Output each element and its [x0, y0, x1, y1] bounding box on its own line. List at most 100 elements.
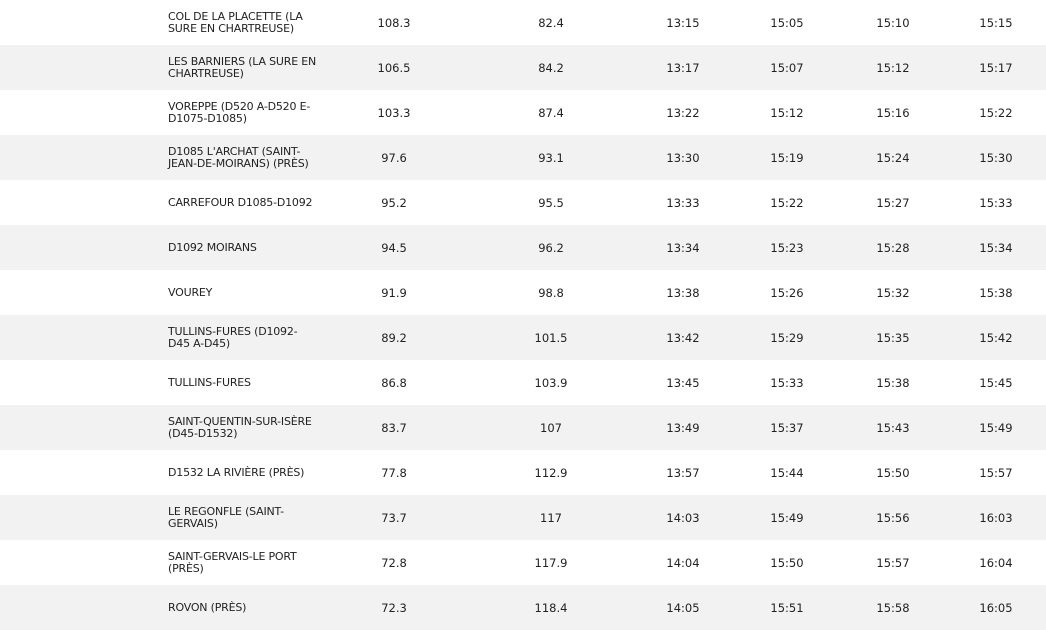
time-1: 13:49: [666, 420, 700, 435]
time-2: 15:49: [770, 510, 804, 525]
time-4: 15:49: [979, 420, 1013, 435]
distance-remaining: 93.1: [538, 150, 564, 165]
time-1: 13:30: [666, 150, 700, 165]
time-2: 15:19: [770, 150, 804, 165]
distance-remaining: 117.9: [534, 555, 568, 570]
table-row: VOREPPE (D520 A-D520 E-D1075-D1085) 103.3…: [0, 90, 1046, 135]
location-name: ROVON (PRÈS): [168, 600, 247, 614]
time-3: 15:57: [876, 555, 910, 570]
time-4: 15:33: [979, 195, 1013, 210]
time-4: 16:05: [979, 600, 1013, 615]
location-name: SAINT-GERVAIS-LE PORT (PRÈS): [168, 549, 297, 575]
time-1: 13:15: [666, 15, 700, 30]
time-4: 15:34: [979, 240, 1013, 255]
location-name: TULLINS-FURES (D1092-D45 A-D45): [168, 324, 298, 350]
time-2: 15:37: [770, 420, 804, 435]
distance-remaining: 87.4: [538, 105, 564, 120]
distance-done: 73.7: [381, 510, 407, 525]
location-name: LE REGONFLE (SAINT-GERVAIS): [168, 504, 284, 530]
time-1: 13:17: [666, 60, 700, 75]
distance-remaining: 82.4: [538, 15, 564, 30]
time-2: 15:22: [770, 195, 804, 210]
time-3: 15:56: [876, 510, 910, 525]
time-1: 14:05: [666, 600, 700, 615]
table-row: D1092 MOIRANS 94.5 96.2 13:34 15:23 15:28 15:3…: [0, 225, 1046, 270]
distance-done: 72.8: [381, 555, 407, 570]
time-3: 15:28: [876, 240, 910, 255]
time-2: 15:26: [770, 285, 804, 300]
time-3: 15:27: [876, 195, 910, 210]
table-row: LES BARNIERS (LA SURE EN CHARTREUSE) 106.…: [0, 45, 1046, 90]
time-3: 15:32: [876, 285, 910, 300]
table-row: SAINT-GERVAIS-LE PORT (PRÈS) 72.8 117.9 14:…: [0, 540, 1046, 585]
location-name: LES BARNIERS (LA SURE EN CHARTREUSE): [168, 54, 317, 80]
distance-done: 86.8: [381, 375, 407, 390]
distance-done: 106.5: [377, 60, 411, 75]
distance-done: 89.2: [381, 330, 407, 345]
time-3: 15:12: [876, 60, 910, 75]
table-row: SAINT-QUENTIN-SUR-ISÈRE (D45-D1532) 83.7 1…: [0, 405, 1046, 450]
location-name: D1085 L'ARCHAT (SAINT-JEAN-DE-MOIRANS) (…: [168, 144, 309, 170]
location-name: SAINT-QUENTIN-SUR-ISÈRE (D45-D1532): [168, 414, 312, 440]
time-1: 13:34: [666, 240, 700, 255]
distance-remaining: 118.4: [534, 600, 568, 615]
table-row: TULLINS-FURES 86.8 103.9 13:45 15:33 15:38 15:…: [0, 360, 1046, 405]
time-1: 13:45: [666, 375, 700, 390]
table-row: TULLINS-FURES (D1092-D45 A-D45) 89.2 101.5…: [0, 315, 1046, 360]
time-2: 15:29: [770, 330, 804, 345]
location-name: VOUREY: [168, 285, 213, 299]
distance-done: 95.2: [381, 195, 407, 210]
distance-done: 94.5: [381, 240, 407, 255]
time-2: 15:51: [770, 600, 804, 615]
time-3: 15:58: [876, 600, 910, 615]
location-name: COL DE LA PLACETTE (LA SURE EN CHARTREUS…: [168, 9, 303, 35]
table-row: VOUREY 91.9 98.8 13:38 15:26 15:32 15:38: [0, 270, 1046, 315]
time-4: 15:30: [979, 150, 1013, 165]
time-3: 15:24: [876, 150, 910, 165]
table-row: D1532 LA RIVIÈRE (PRÈS) 77.8 112.9 13:57 15:…: [0, 450, 1046, 495]
distance-remaining: 101.5: [534, 330, 568, 345]
time-4: 15:22: [979, 105, 1013, 120]
distance-remaining: 98.8: [538, 285, 564, 300]
time-3: 15:10: [876, 15, 910, 30]
location-name: TULLINS-FURES: [168, 375, 251, 389]
time-1: 13:42: [666, 330, 700, 345]
distance-done: 103.3: [377, 105, 411, 120]
time-3: 15:35: [876, 330, 910, 345]
table-row: CARREFOUR D1085-D1092 95.2 95.5 13:33 15:22 1…: [0, 180, 1046, 225]
distance-remaining: 112.9: [534, 465, 568, 480]
time-4: 15:15: [979, 15, 1013, 30]
time-2: 15:05: [770, 15, 804, 30]
distance-remaining: 117: [540, 510, 562, 525]
distance-remaining: 107: [540, 420, 562, 435]
time-1: 13:22: [666, 105, 700, 120]
time-4: 15:17: [979, 60, 1013, 75]
time-2: 15:50: [770, 555, 804, 570]
time-1: 13:38: [666, 285, 700, 300]
time-4: 15:38: [979, 285, 1013, 300]
time-2: 15:23: [770, 240, 804, 255]
distance-done: 77.8: [381, 465, 407, 480]
time-4: 16:04: [979, 555, 1013, 570]
distance-done: 83.7: [381, 420, 407, 435]
table-row: COL DE LA PLACETTE (LA SURE EN CHARTREUS…: [0, 0, 1046, 45]
location-name: D1092 MOIRANS: [168, 240, 257, 254]
time-2: 15:07: [770, 60, 804, 75]
time-3: 15:50: [876, 465, 910, 480]
location-name: CARREFOUR D1085-D1092: [168, 195, 313, 209]
time-3: 15:16: [876, 105, 910, 120]
distance-done: 72.3: [381, 600, 407, 615]
time-4: 15:45: [979, 375, 1013, 390]
time-1: 13:57: [666, 465, 700, 480]
time-2: 15:44: [770, 465, 804, 480]
time-1: 14:04: [666, 555, 700, 570]
time-3: 15:38: [876, 375, 910, 390]
distance-remaining: 95.5: [538, 195, 564, 210]
distance-done: 108.3: [377, 15, 411, 30]
distance-remaining: 96.2: [538, 240, 564, 255]
time-1: 14:03: [666, 510, 700, 525]
table-row: ROVON (PRÈS) 72.3 118.4 14:05 15:51 15:58 16:0…: [0, 585, 1046, 630]
table-row: LE REGONFLE (SAINT-GERVAIS) 73.7 117 14:03 1…: [0, 495, 1046, 540]
